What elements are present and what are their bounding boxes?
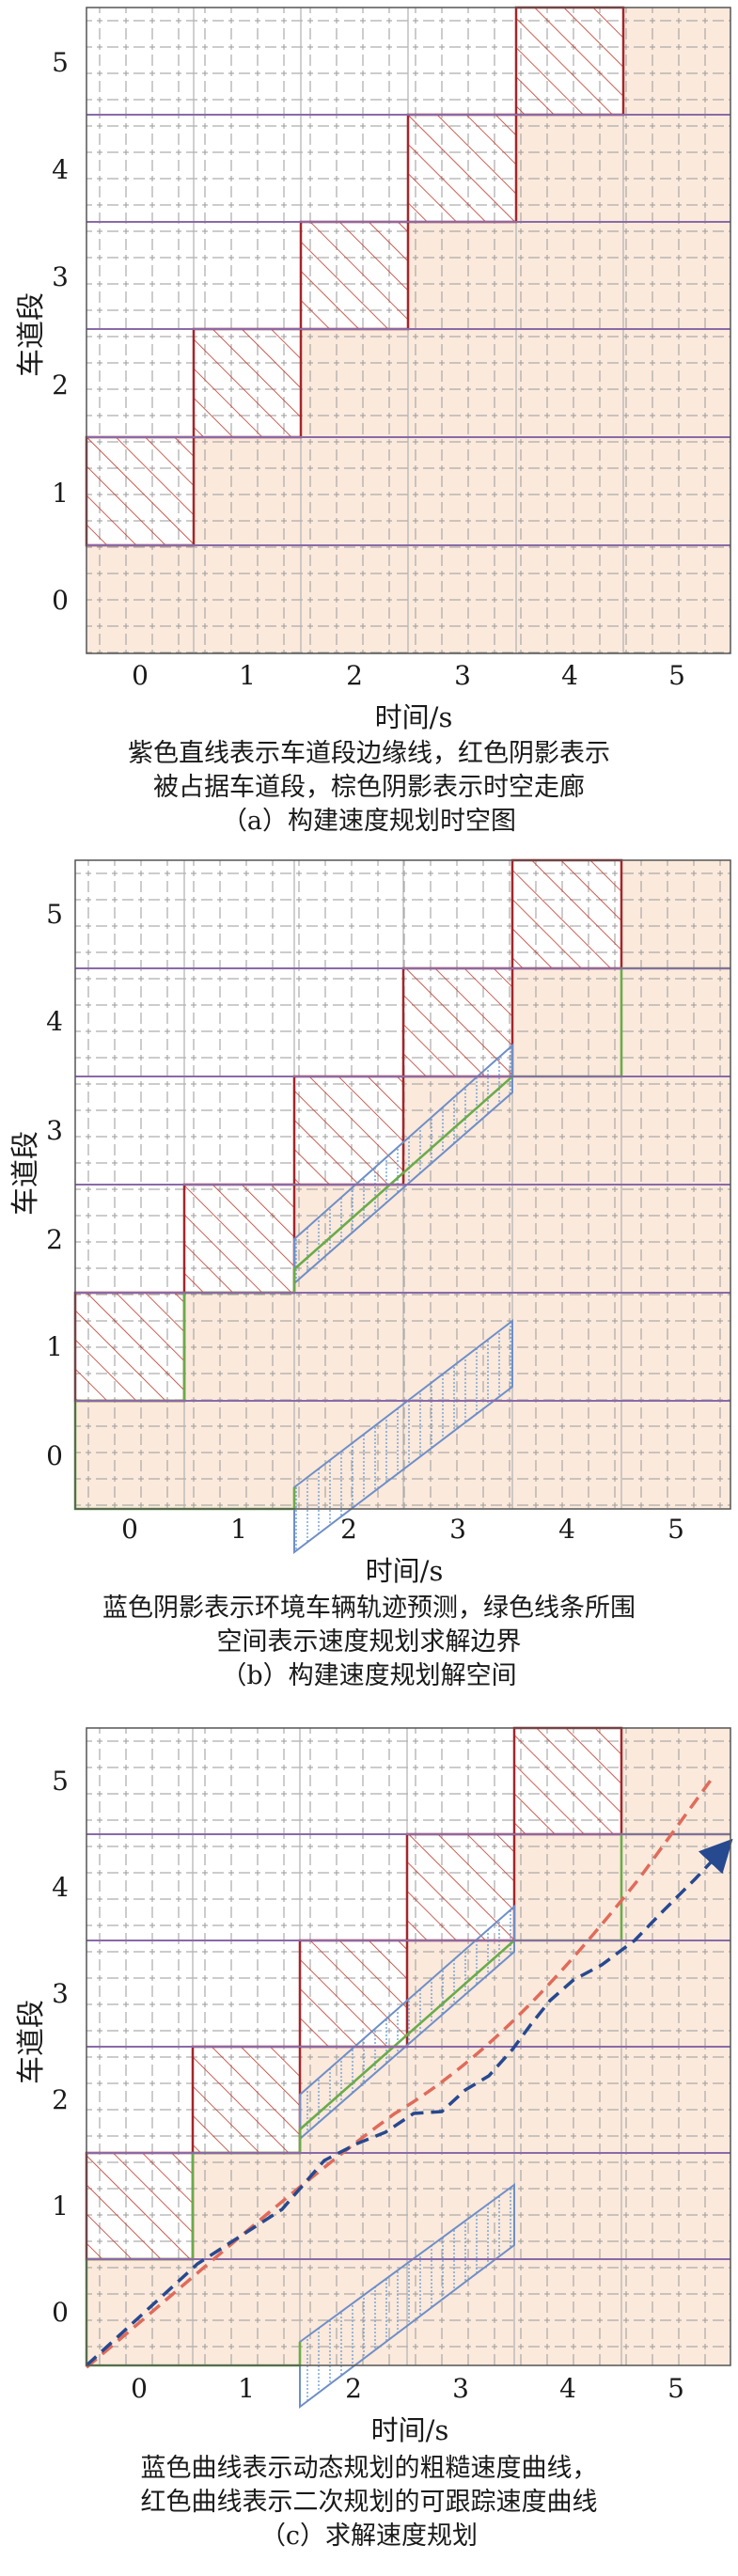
x-tick-1: 1 [238,2373,255,2404]
y-tick-2: 2 [52,369,69,401]
x-tick-2: 2 [346,660,363,691]
caption-b-line2: 空间表示速度规划求解边界 [216,1627,522,1657]
trajectory-band-lower [299,2183,515,2410]
panel-a: 5 4 3 2 1 0 车道段 0 1 2 3 4 5 时间/s 紫色直线表示车… [0,0,738,856]
y-tick-0: 0 [46,1440,63,1471]
caption-a-line1: 紫色直线表示车道段边缘线，红色阴影表示 [128,739,610,768]
y-tick-1: 1 [52,478,69,509]
y-tick-0: 0 [52,2297,69,2328]
x-tick-4: 4 [561,660,578,691]
x-tick-3: 3 [452,2373,469,2404]
x-tick-3: 3 [449,1514,466,1545]
y-tick-3: 3 [52,261,69,292]
x-tick-5: 5 [667,1514,684,1545]
x-tick-1: 1 [230,1514,247,1545]
plot-frame [86,1727,731,2366]
caption-c-line1: 蓝色曲线表示动态规划的粗糙速度曲线， [140,2454,598,2483]
x-tick-0: 0 [121,1514,138,1545]
caption-b-line1: 蓝色阴影表示环境车辆轨迹预测，绿色线条所围 [102,1594,636,1623]
panel-b: 5 4 3 2 1 0 车道段 0 1 2 3 4 5 时间/s 蓝色阴影表示环… [0,856,738,1719]
y-tick-3: 3 [46,1115,63,1146]
x-axis-label: 时间/s [365,1555,444,1587]
y-axis-label: 车道段 [9,1131,42,1216]
caption-b-title: （b）构建速度规划解空间 [221,1661,517,1690]
x-tick-2: 2 [340,1514,357,1545]
y-tick-4: 4 [52,1872,69,1903]
plot-frame [74,859,731,1510]
y-axis-label: 车道段 [15,2000,48,2084]
x-tick-4: 4 [559,2373,576,2404]
x-tick-2: 2 [345,2373,362,2404]
x-axis-label: 时间/s [370,2414,449,2446]
lane-boundary-lines [86,1833,730,2260]
trajectory-band-lower [293,1318,513,1555]
x-tick-0: 0 [131,2373,148,2404]
x-tick-4: 4 [558,1514,575,1545]
y-tick-0: 0 [52,585,69,616]
rough-speed-curve [85,1838,733,2367]
panel-a-plot [85,6,731,654]
x-axis-label: 时间/s [374,701,453,733]
x-tick-5: 5 [667,2373,684,2404]
solution-boundary [86,1832,730,2261]
caption-c-line2: 红色曲线表示二次规划的可跟踪速度曲线 [140,2488,598,2517]
y-tick-2: 2 [46,1224,63,1255]
caption-a-line2: 被占据车道段，棕色阴影表示时空走廊 [153,773,585,802]
y-tick-3: 3 [52,1978,69,2009]
x-tick-5: 5 [668,660,685,691]
y-tick-5: 5 [52,47,69,78]
y-tick-1: 1 [46,1331,63,1362]
lane-boundary-lines [75,967,730,1402]
y-tick-5: 5 [46,899,63,930]
caption-c-title: （c）求解速度规划 [259,2521,479,2551]
x-tick-3: 3 [454,660,471,691]
y-tick-1: 1 [52,2191,69,2222]
y-tick-4: 4 [52,154,69,185]
x-tick-1: 1 [239,660,256,691]
caption-a-title: （a）构建速度规划时空图 [221,807,517,836]
x-tick-0: 0 [132,660,149,691]
plot-frame [86,7,731,654]
y-axis-label: 车道段 [15,292,48,377]
panel-c: 5 4 3 2 1 0 车道段 0 1 2 3 4 5 时间/s 蓝色曲线表示动… [0,1719,738,2576]
solution-boundary [75,966,730,1403]
lane-boundary-lines [86,114,730,546]
panel-b-plot [73,858,731,1555]
y-tick-4: 4 [46,1006,63,1037]
y-tick-5: 5 [52,1766,69,1797]
panel-c-plot [85,1726,733,2410]
y-tick-2: 2 [52,2084,69,2115]
smooth-speed-curve [85,1773,716,2369]
